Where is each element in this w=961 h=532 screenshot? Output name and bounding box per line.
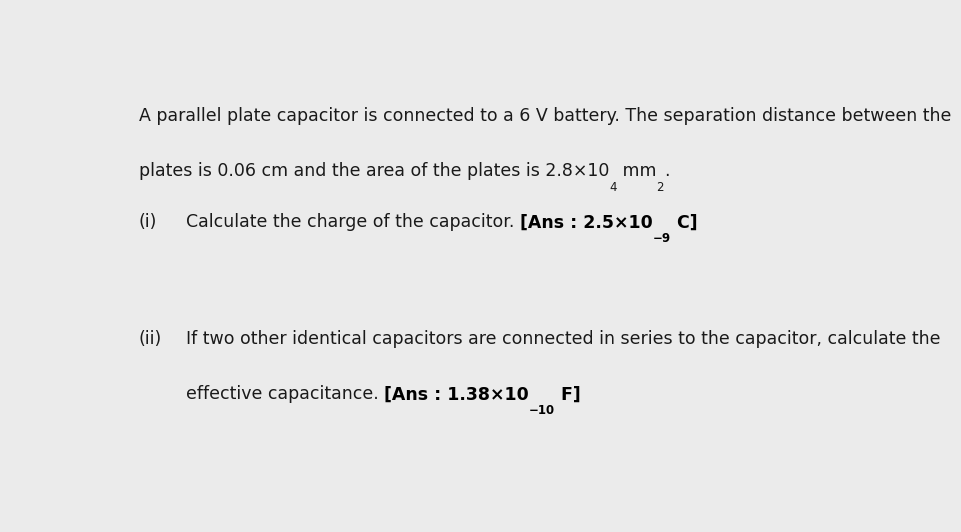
Text: plates is 0.06 cm and the area of the plates is 2.8×10: plates is 0.06 cm and the area of the pl… — [138, 162, 608, 180]
Text: A parallel plate capacitor is connected to a 6 V battery. The separation distanc: A parallel plate capacitor is connected … — [138, 107, 950, 125]
Text: [Ans : 1.38×10: [Ans : 1.38×10 — [383, 385, 529, 403]
Text: (i): (i) — [138, 213, 157, 231]
Text: Calculate the charge of the capacitor.: Calculate the charge of the capacitor. — [185, 213, 519, 231]
Text: C]: C] — [670, 213, 697, 231]
Text: 4: 4 — [608, 180, 616, 194]
Text: (ii): (ii) — [138, 330, 162, 348]
Text: mm: mm — [616, 162, 655, 180]
Text: 2: 2 — [655, 180, 663, 194]
Text: effective capacitance.: effective capacitance. — [185, 385, 383, 403]
Text: −9: −9 — [652, 232, 670, 245]
Text: If two other identical capacitors are connected in series to the capacitor, calc: If two other identical capacitors are co… — [185, 330, 940, 348]
Text: −10: −10 — [529, 404, 554, 417]
Text: [Ans : 2.5×10: [Ans : 2.5×10 — [519, 213, 652, 231]
Text: .: . — [663, 162, 669, 180]
Text: F]: F] — [554, 385, 580, 403]
